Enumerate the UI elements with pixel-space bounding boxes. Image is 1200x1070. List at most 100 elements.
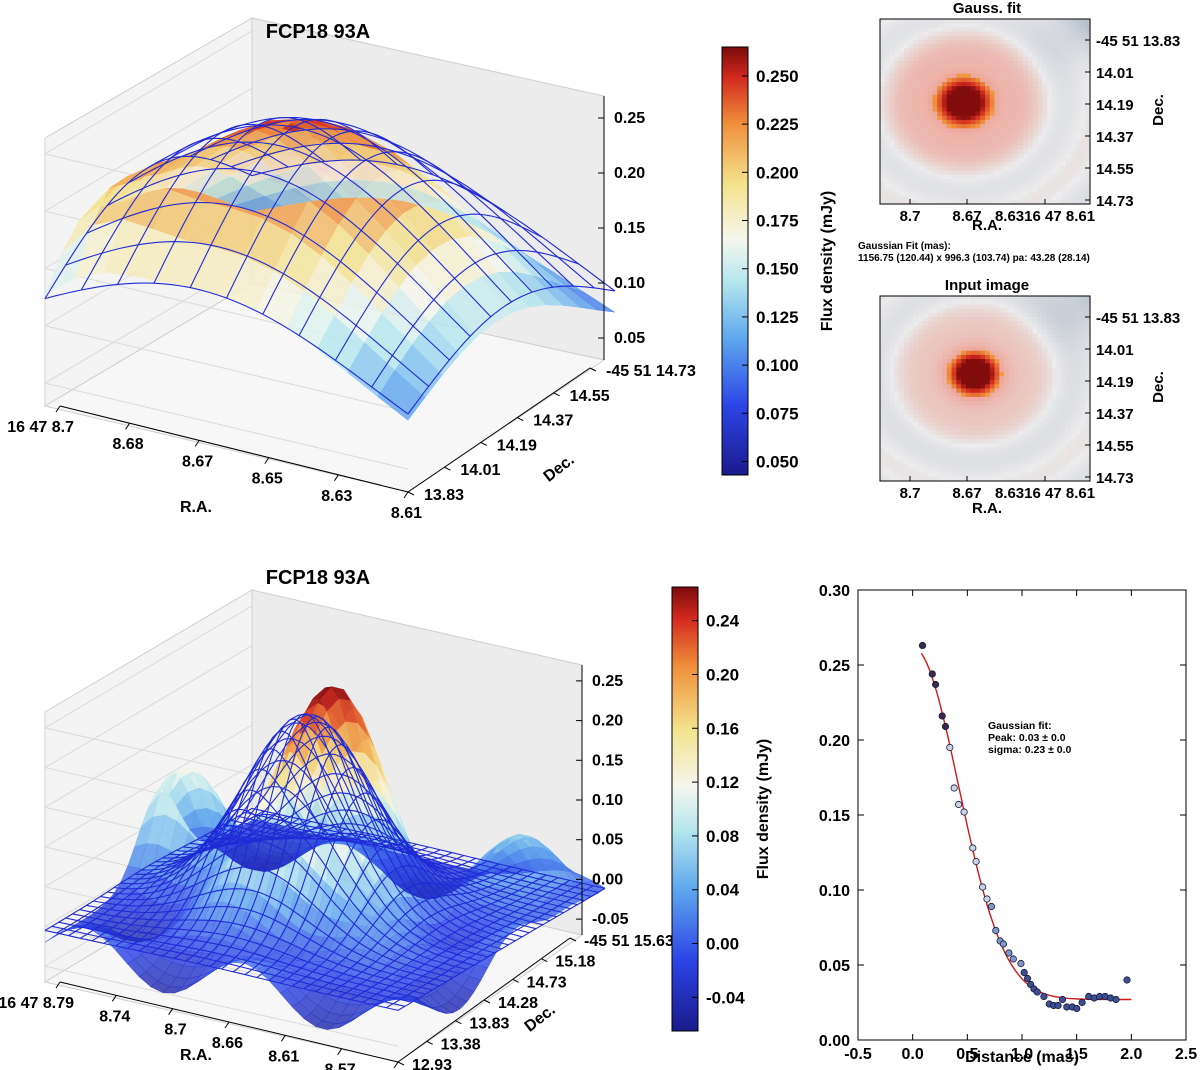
heat-cell [942, 61, 948, 66]
heat-cell [1008, 417, 1015, 423]
heat-cell [946, 136, 953, 142]
heat-cell [1042, 82, 1048, 87]
heat-y-tick-label: 14.55 [1096, 161, 1134, 178]
heat-cell [913, 35, 919, 41]
heat-cell [894, 98, 900, 104]
heat-cell [913, 409, 919, 415]
heat-cell [1018, 161, 1024, 167]
heat-cell [1066, 438, 1072, 444]
heat-cell [1061, 468, 1067, 474]
heat-cell [989, 459, 996, 465]
heat-cell [1085, 451, 1091, 457]
heat-cell [985, 476, 991, 482]
heat-cell [965, 52, 972, 58]
heat-cell [1042, 430, 1048, 436]
heat-cell [1061, 409, 1067, 415]
heat-cell [970, 111, 977, 117]
heat-cell [1085, 422, 1091, 427]
heat-cell [965, 157, 972, 163]
heat-cell [999, 48, 1005, 54]
heat-cell [894, 191, 900, 197]
colorbar-tick-label: 0.250 [756, 67, 799, 86]
heat-cell [989, 128, 996, 134]
heat-cell [1061, 359, 1067, 364]
heat-cell [970, 82, 977, 87]
heat-cell [899, 35, 905, 41]
heat-cell [884, 111, 891, 117]
heat-cell [1008, 375, 1015, 381]
heat-cell [908, 166, 915, 171]
heat-cell [951, 27, 957, 33]
heat-cell [1066, 149, 1072, 155]
heat-cell [985, 317, 991, 322]
heat-cell [937, 422, 943, 427]
heat-cell [899, 468, 905, 474]
heat-cell [1061, 413, 1067, 419]
heat-cell [946, 363, 953, 369]
heat-cell [1023, 174, 1029, 180]
heat-cell [1013, 317, 1020, 322]
heat-cell [994, 308, 1000, 314]
heat-cell [946, 107, 953, 113]
heat-cell [999, 464, 1005, 469]
heat-cell [970, 476, 977, 482]
heat-cell [1004, 338, 1010, 343]
heat-cell [932, 136, 938, 142]
heat-cell [1085, 371, 1091, 377]
heat-cell [880, 61, 886, 66]
heat-cell [946, 321, 953, 327]
heat-cell [1085, 312, 1091, 318]
heat-cell [999, 119, 1005, 125]
heat-cell [985, 61, 991, 66]
heat-cell [908, 157, 915, 163]
heat-cell [889, 149, 895, 155]
heat-cell [894, 73, 900, 79]
heat-cell [1027, 346, 1034, 352]
heat-cell [1061, 119, 1067, 125]
heat-cell [989, 170, 996, 176]
heat-cell [880, 124, 886, 129]
heat-cell [956, 40, 962, 45]
heat-cell [927, 317, 934, 322]
heat-cell [1023, 61, 1029, 66]
heat-cell [927, 396, 934, 402]
heat-cell [1070, 90, 1077, 96]
heat-cell [961, 447, 967, 453]
heat-cell [903, 199, 910, 205]
heat-cell [1013, 31, 1020, 37]
heat-cell [1066, 304, 1072, 310]
heat-cell [942, 312, 948, 318]
heat-cell [1066, 195, 1072, 201]
heat-cell [913, 380, 919, 385]
heat-cell [894, 195, 900, 201]
heat-cell [927, 111, 934, 117]
heat-cell [908, 35, 915, 41]
heat-cell [1004, 19, 1010, 24]
heat-cell [980, 40, 986, 45]
heat-cell [1008, 107, 1015, 113]
heat-cell [918, 48, 924, 54]
z-tick-label: 0.20 [614, 165, 645, 182]
heat-cell [894, 451, 900, 457]
heat-cell [1013, 367, 1020, 373]
heat-cell [908, 464, 915, 469]
heat-cell [922, 333, 929, 339]
heat-cell [1051, 174, 1058, 180]
heat-cell [937, 19, 943, 24]
heat-cell [899, 27, 905, 33]
heat-cell [1051, 380, 1058, 385]
heat-cell [942, 56, 948, 62]
heat-cell [994, 325, 1000, 331]
heat-cell [1037, 182, 1043, 188]
heat-cell [1066, 103, 1072, 108]
heat-cell [946, 61, 953, 66]
heat-cell [1032, 464, 1039, 469]
heat-cell [889, 166, 895, 171]
heat-cell [1085, 52, 1091, 58]
heat-cell [980, 405, 986, 411]
heat-cell [1018, 65, 1024, 71]
heat-cell [1085, 107, 1091, 113]
heat-cell [927, 40, 934, 45]
heat-cell [1061, 149, 1067, 155]
heat-cell [884, 35, 891, 41]
